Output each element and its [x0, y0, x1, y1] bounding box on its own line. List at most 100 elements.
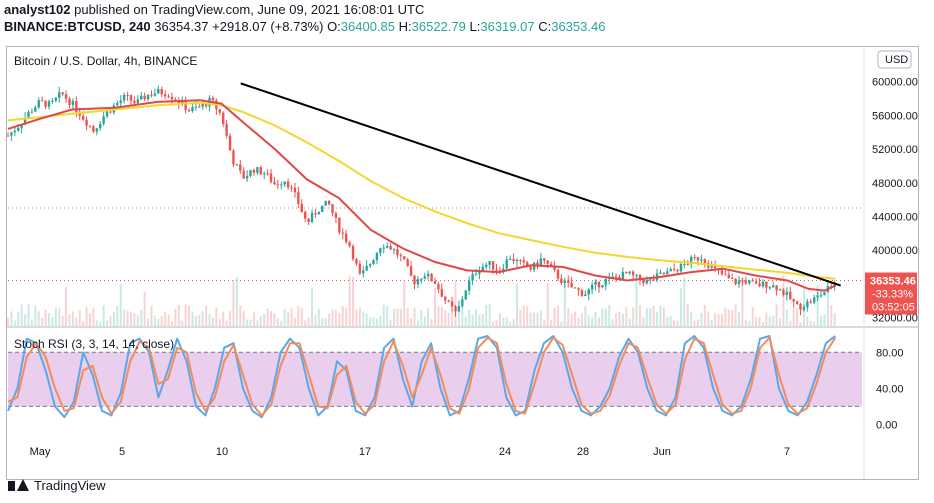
volume-bar: [307, 317, 310, 326]
candle-body: [297, 192, 300, 204]
volume-bar: [338, 312, 341, 326]
candle-body: [485, 264, 488, 267]
candle-body: [317, 212, 321, 215]
volume-bar: [416, 320, 419, 326]
volume-bar: [218, 319, 221, 326]
volume-bar: [632, 307, 635, 326]
volume-bar: [191, 311, 194, 326]
volume-bar: [112, 312, 115, 326]
publish-details: published on TradingView.com, June 09, 2…: [70, 2, 425, 17]
volume-bar: [604, 308, 607, 326]
footer-brand-label: TradingView: [34, 478, 106, 493]
volume-bar: [799, 321, 802, 326]
candle-body: [362, 270, 365, 274]
volume-bar: [512, 318, 515, 326]
candle-body: [522, 260, 526, 263]
candle-body: [662, 272, 666, 275]
candle-body: [546, 260, 549, 264]
volume-bar: [188, 305, 191, 326]
volume-bar: [611, 319, 614, 326]
time-tick-label: May: [30, 446, 51, 458]
candle-body: [426, 273, 430, 277]
volume-bar: [758, 316, 761, 326]
candle-body: [700, 259, 703, 261]
publisher-name[interactable]: analyst102: [4, 2, 71, 17]
candle-body: [239, 164, 242, 171]
volume-bar: [615, 313, 618, 326]
candle-body: [430, 273, 433, 282]
price-tick-label: 52000.00: [872, 144, 918, 156]
candle-body: [225, 123, 228, 136]
rsi-pane: [7, 335, 862, 419]
volume-bar: [546, 283, 549, 326]
candle-body: [710, 266, 713, 268]
candle-body: [235, 164, 239, 166]
volume-bar: [652, 305, 655, 326]
ohlc-low-label: L:: [469, 19, 481, 34]
candle-body: [34, 107, 37, 112]
ohlc-open: 36400.85: [340, 19, 396, 34]
candle-body: [771, 285, 775, 288]
volume-bar: [751, 307, 754, 326]
volume-bar: [628, 318, 631, 326]
candle-body: [64, 94, 68, 99]
candle-body: [693, 256, 696, 258]
candle-body: [454, 306, 457, 312]
volume-bar: [51, 317, 54, 326]
footer-brand[interactable]: TradingView: [8, 478, 106, 493]
candle-body: [181, 101, 184, 104]
volume-bar: [519, 309, 522, 326]
candle-body: [614, 276, 618, 278]
volume-bar: [304, 320, 307, 326]
volume-bar: [782, 275, 785, 326]
candle-body: [310, 213, 314, 222]
candle-body: [211, 97, 215, 101]
candle-body: [447, 300, 450, 302]
volume-bar: [591, 317, 594, 326]
candle-body: [92, 126, 95, 132]
candle-body: [696, 257, 700, 261]
candle-body: [679, 264, 683, 272]
price-tick-label: 40000.00: [872, 245, 918, 257]
chart-frame[interactable]: [6, 46, 919, 480]
volume-bar: [410, 318, 413, 326]
volume-bar: [457, 308, 460, 326]
candle-body: [467, 280, 471, 291]
volume-bar: [492, 321, 495, 326]
candle-body: [577, 288, 580, 291]
candle-body: [433, 281, 437, 284]
candle-body: [105, 111, 109, 117]
volume-bar: [150, 305, 153, 326]
candle-body: [30, 111, 34, 113]
candle-body: [635, 274, 638, 276]
volume-bar: [772, 315, 775, 326]
volume-bar: [252, 312, 255, 326]
volume-bar: [273, 313, 276, 326]
candle-body: [649, 279, 652, 281]
candle-body: [659, 272, 662, 274]
volume-bar: [833, 312, 836, 326]
volume-bar: [536, 312, 539, 326]
volume-bar: [550, 320, 553, 326]
candle-body: [730, 277, 734, 279]
price-pane: [6, 82, 918, 328]
candle-body: [263, 173, 266, 175]
candle-body: [423, 276, 426, 279]
volume-bar: [775, 304, 778, 326]
candle-body: [751, 280, 754, 282]
volume-bar: [642, 317, 645, 326]
volume-bar: [328, 313, 331, 326]
volume-bar: [242, 310, 245, 326]
volume-bar: [283, 308, 286, 326]
volume-bar: [167, 314, 170, 326]
candle-body: [191, 107, 194, 112]
candle-body: [338, 217, 341, 233]
candle-body: [58, 92, 61, 98]
candle-body: [590, 284, 594, 290]
volume-bar: [88, 313, 91, 326]
volume-bar: [164, 312, 167, 326]
volume-bar: [389, 319, 392, 326]
volume-bar: [147, 318, 150, 326]
volume-bar: [543, 319, 546, 326]
